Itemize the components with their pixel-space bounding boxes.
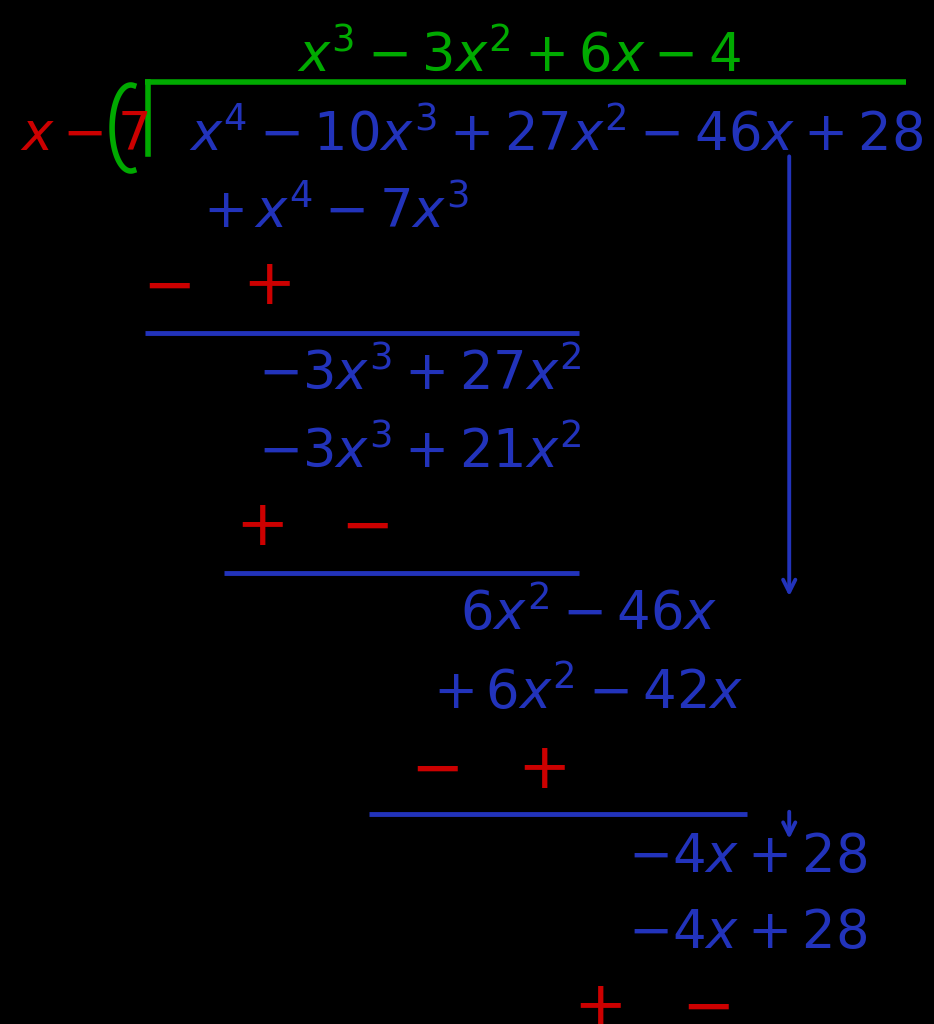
Text: $-$: $-$ [681,978,729,1024]
Text: $-$: $-$ [410,739,459,801]
Text: $-3x^3 + 27x^2$: $-3x^3 + 27x^2$ [259,348,582,399]
Text: $+\,x^4 - 7x^3$: $+\,x^4 - 7x^3$ [204,186,469,240]
Text: $+$: $+$ [235,497,284,558]
Text: $+$: $+$ [517,739,566,801]
Text: $-3x^3 + 21x^2$: $-3x^3 + 21x^2$ [259,427,582,478]
Text: $+$: $+$ [573,978,622,1024]
Text: $-$: $-$ [142,256,191,317]
Text: $x - 7$: $x - 7$ [20,110,149,161]
Text: $+\,6x^2 - 42x$: $+\,6x^2 - 42x$ [433,667,743,720]
Text: $-4x + 28$: $-4x + 28$ [628,908,867,959]
Text: $-$: $-$ [340,497,389,558]
Text: $-4x + 28$: $-4x + 28$ [628,831,867,883]
Text: $6x^2 - 46x$: $6x^2 - 46x$ [460,588,717,641]
Text: $x^4 - 10x^3 + 27x^2 - 46x + 28$: $x^4 - 10x^3 + 27x^2 - 46x + 28$ [189,109,923,162]
Text: $+$: $+$ [242,256,290,317]
Text: $x^3 - 3x^2 + 6x - 4$: $x^3 - 3x^2 + 6x - 4$ [296,30,741,83]
